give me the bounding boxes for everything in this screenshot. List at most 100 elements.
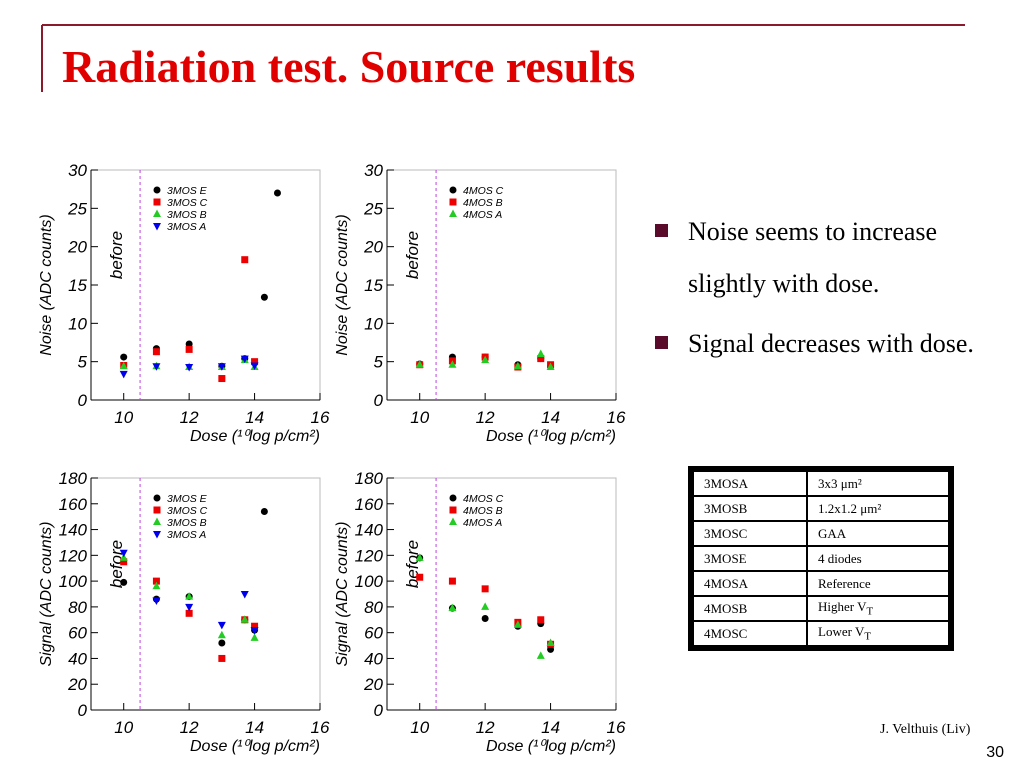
bullet: Signal decreases with dose. bbox=[655, 318, 1000, 370]
cell-subscript: T bbox=[866, 605, 874, 618]
x-tick-label: 10 bbox=[114, 718, 133, 737]
point bbox=[273, 189, 281, 197]
y-tick-label: 30 bbox=[364, 161, 383, 180]
cell-subscript: T bbox=[864, 630, 871, 643]
x-axis-label: Dose (¹⁰log p/cm²) bbox=[486, 428, 616, 445]
point bbox=[217, 630, 226, 639]
point bbox=[481, 614, 489, 622]
cell: 3MOSE bbox=[694, 547, 806, 570]
point bbox=[217, 363, 226, 371]
point bbox=[185, 603, 194, 612]
device-table: 3MOSA 3x3 μm² 3MOSB 1.2x1.2 μm² 3MOSC GAA 3MOS… bbox=[688, 466, 954, 651]
legend-marker bbox=[449, 198, 457, 206]
legend-marker bbox=[153, 506, 161, 514]
point bbox=[152, 597, 161, 605]
y-tick-label: 160 bbox=[59, 495, 88, 514]
legend-label: 4MOS A bbox=[463, 209, 502, 221]
y-tick-label: 20 bbox=[67, 238, 87, 257]
legend-label: 3MOS E bbox=[167, 493, 208, 505]
point bbox=[250, 633, 259, 641]
cell: Lower VT bbox=[808, 622, 948, 645]
point bbox=[120, 578, 128, 586]
y-tick-label: 5 bbox=[78, 353, 88, 372]
point bbox=[152, 577, 160, 585]
cell: 4MOSC bbox=[694, 622, 806, 645]
point bbox=[241, 256, 249, 264]
point bbox=[448, 360, 457, 368]
y-tick-label: 40 bbox=[364, 649, 383, 668]
point bbox=[536, 349, 545, 357]
cell-text: Lower V bbox=[818, 624, 865, 640]
legend-label: 3MOS E bbox=[167, 185, 208, 197]
y-tick-label: 5 bbox=[374, 353, 384, 372]
cell: GAA bbox=[808, 522, 948, 545]
point bbox=[120, 558, 128, 566]
x-tick-label: 14 bbox=[245, 718, 264, 737]
annotation: before bbox=[403, 540, 422, 588]
table-row: 4MOSB Higher VT bbox=[694, 597, 948, 620]
cell-text: Higher V bbox=[818, 599, 867, 615]
x-tick-label: 16 bbox=[311, 718, 330, 737]
y-tick-label: 0 bbox=[78, 391, 88, 410]
legend-marker bbox=[153, 209, 161, 217]
table-row: 3MOSE 4 diodes bbox=[694, 547, 948, 570]
page-number: 30 bbox=[986, 744, 1004, 761]
cell-text: 3x3 μm² bbox=[818, 475, 862, 491]
legend-marker bbox=[449, 186, 457, 194]
y-tick-label: 180 bbox=[59, 469, 88, 488]
cell: Higher VT bbox=[808, 597, 948, 620]
y-axis-label: Noise (ADC counts) bbox=[38, 214, 55, 355]
legend-label: 4MOS C bbox=[463, 493, 504, 505]
y-tick-label: 10 bbox=[364, 314, 383, 333]
y-tick-label: 160 bbox=[355, 495, 384, 514]
x-tick-label: 16 bbox=[311, 408, 330, 427]
y-tick-label: 20 bbox=[363, 238, 383, 257]
point bbox=[119, 549, 128, 558]
legend-label: 3MOS A bbox=[167, 529, 206, 541]
y-tick-label: 10 bbox=[68, 314, 87, 333]
cell: 3MOSA bbox=[694, 472, 806, 495]
point bbox=[481, 602, 490, 610]
table-row: 3MOSC GAA bbox=[694, 522, 948, 545]
y-axis-label: Signal (ADC counts) bbox=[38, 522, 55, 667]
x-tick-label: 12 bbox=[180, 408, 199, 427]
point bbox=[415, 360, 424, 368]
x-tick-label: 10 bbox=[114, 408, 133, 427]
y-tick-label: 20 bbox=[67, 675, 87, 694]
point bbox=[218, 654, 226, 662]
cell: Reference bbox=[808, 572, 948, 595]
point bbox=[185, 340, 193, 348]
point bbox=[513, 361, 522, 370]
point bbox=[448, 603, 457, 612]
x-tick-label: 10 bbox=[410, 408, 429, 427]
y-tick-label: 60 bbox=[68, 624, 87, 643]
legend-marker bbox=[153, 223, 161, 231]
legend-label: 3MOS C bbox=[167, 197, 208, 209]
point bbox=[119, 370, 128, 379]
cell: 1.2x1.2 μm² bbox=[808, 497, 948, 520]
x-tick-label: 12 bbox=[476, 718, 495, 737]
y-tick-label: 80 bbox=[68, 598, 87, 617]
legend-label: 4MOS B bbox=[463, 197, 503, 209]
cell-text: Reference bbox=[818, 575, 871, 591]
point bbox=[416, 573, 424, 581]
cell-text: 4 diodes bbox=[818, 550, 862, 566]
y-tick-label: 40 bbox=[68, 649, 87, 668]
x-axis-label: Dose (¹⁰log p/cm²) bbox=[486, 738, 616, 755]
x-tick-label: 14 bbox=[245, 408, 264, 427]
y-tick-label: 140 bbox=[59, 521, 88, 540]
point bbox=[260, 293, 268, 301]
y-axis-label: Signal (ADC counts) bbox=[334, 522, 351, 667]
point bbox=[251, 622, 259, 630]
y-tick-label: 180 bbox=[355, 469, 384, 488]
y-tick-label: 20 bbox=[363, 675, 383, 694]
author: J. Velthuis (Liv) bbox=[880, 722, 971, 737]
point bbox=[537, 616, 545, 624]
cell: 3x3 μm² bbox=[808, 472, 948, 495]
bullet-list: Noise seems to increase slightly with do… bbox=[655, 206, 1000, 378]
point bbox=[251, 358, 259, 366]
annotation: before bbox=[403, 231, 422, 279]
cell: 4MOSA bbox=[694, 572, 806, 595]
legend-marker bbox=[153, 517, 161, 525]
legend-label: 3MOS B bbox=[167, 209, 207, 221]
